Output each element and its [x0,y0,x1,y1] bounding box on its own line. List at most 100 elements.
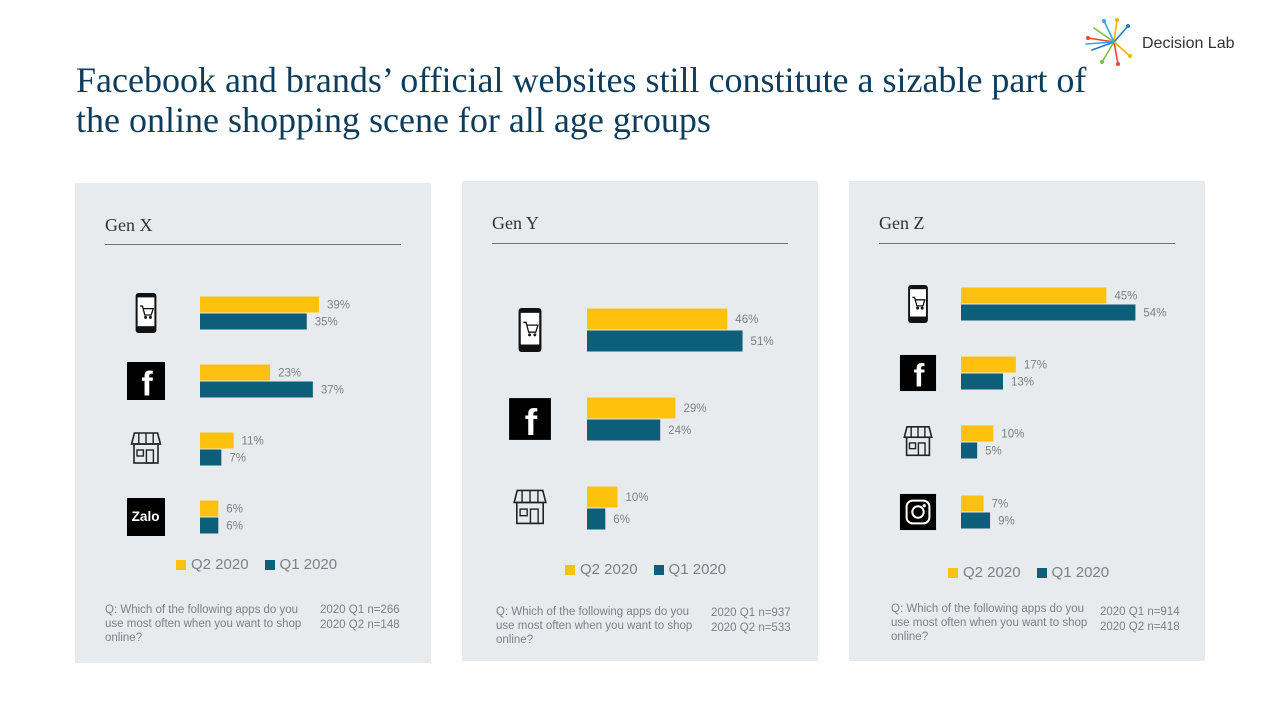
bar-q2-facebook [961,356,1016,373]
bar-q1-brand-official-website [961,442,978,459]
legend-label-q1: Q1 2020 [1051,564,1110,581]
zalo-icon: Zalo [127,498,165,536]
data-label-q1-mobile-shopping-app: 51% [751,336,774,348]
mobile-shopping-app-icon [135,293,157,333]
legend-swatch-q2 [948,567,958,578]
facebook-icon: f [509,398,551,443]
svg-text:f: f [525,401,538,443]
bar-q2-mobile-shopping-app [200,296,319,313]
facebook-icon: f [899,354,937,394]
legend-swatch-q1 [264,559,275,570]
legend: Q2 2020 Q1 2020 [565,561,726,578]
data-label-q1-zalo: 6% [226,521,243,533]
bar-chart: 46% 51% f 29% 24% 10% 6% [509,308,774,530]
data-label-q1-facebook: 24% [668,425,691,437]
sample-size-note: 2020 Q1 n=266 2020 Q2 n=148 [320,603,400,633]
brand-official-website-icon [513,489,547,525]
legend-label-q1: Q1 2020 [279,556,338,573]
svg-text:f: f [141,365,153,403]
panel-title: Gen Y [492,213,539,233]
mobile-shopping-app-icon [908,285,928,323]
legend-item-q1: Q1 2020 [264,556,338,573]
data-label-q1-brand-official-website: 5% [985,446,1002,458]
data-label-q2-facebook: 29% [683,403,706,415]
panel-title: Gen Z [879,213,925,233]
question-footnote: Q: Which of the following apps do you us… [891,603,1088,643]
data-label-q1-brand-official-website: 6% [613,514,630,526]
bar-q1-facebook [961,373,1003,390]
gen-y-panel: Gen Y 46% 51% f 29% 24% 10% 6% [462,181,818,661]
data-label-q2-brand-official-website: 10% [1001,429,1024,441]
legend-swatch-q1 [653,564,664,575]
bar-q1-facebook [587,419,661,441]
legend-item-q1: Q1 2020 [1036,564,1110,581]
brand-official-website-icon [903,426,933,457]
legend-label-q2: Q2 2020 [580,561,638,578]
gen-z-panel: Gen Z 45% 54% f 17% 13% 10% 5% 7% 9% [849,181,1205,661]
bar-q2-zalo [200,500,219,517]
data-label-q2-facebook: 17% [1024,360,1047,372]
legend-label-q2: Q2 2020 [963,564,1021,581]
data-label-q2-mobile-shopping-app: 46% [735,314,758,326]
legend-swatch-q2 [565,564,575,575]
sample-size-q1: 2020 Q1 n=914 [1100,606,1180,618]
sample-size-q2: 2020 Q2 n=418 [1100,621,1180,633]
bar-q2-facebook [587,397,676,419]
legend: Q2 2020 Q1 2020 [176,556,337,573]
data-label-q2-facebook: 23% [278,368,301,380]
data-label-q1-facebook: 13% [1011,377,1034,389]
bar-q2-facebook [200,364,271,381]
sample-size-note: 2020 Q1 n=937 2020 Q2 n=533 [711,606,791,636]
bar-chart: 39% 35% f 23% 37% 11% 7% Zalo 6% 6% [127,293,350,536]
instagram-icon [899,493,937,531]
question-footnote: Q: Which of the following apps do you us… [105,604,302,644]
sample-size-q1: 2020 Q1 n=266 [320,604,400,616]
bar-q1-instagram [961,512,991,529]
question-footnote: Q: Which of the following apps do you us… [496,606,693,646]
sample-size-q2: 2020 Q2 n=533 [711,622,791,634]
bar-q2-brand-official-website [200,432,234,449]
data-label-q1-brand-official-website: 7% [229,453,246,465]
bar-q1-mobile-shopping-app [587,330,743,352]
svg-text:f: f [914,358,925,394]
panel-divider [105,244,401,245]
decision-lab-logo-icon [1085,18,1132,66]
bar-q2-brand-official-website [961,425,994,442]
data-label-q1-instagram: 9% [998,516,1015,528]
svg-text:Zalo: Zalo [132,509,160,524]
data-label-q2-brand-official-website: 10% [626,492,649,504]
data-label-q1-facebook: 37% [321,385,344,397]
data-label-q1-mobile-shopping-app: 35% [315,317,338,329]
sample-size-q2: 2020 Q2 n=148 [320,619,400,631]
bar-q1-brand-official-website [200,449,222,466]
legend-item-q1: Q1 2020 [653,561,726,578]
page-title: Facebook and brands’ official websites s… [76,60,1087,140]
facebook-icon: f [127,362,165,403]
mobile-shopping-app-icon [518,308,542,352]
bar-q1-facebook [200,381,313,398]
data-label-q2-instagram: 7% [992,499,1009,511]
bar-q2-instagram [961,495,984,512]
bar-chart: 45% 54% f 17% 13% 10% 5% 7% 9% [899,285,1166,531]
bar-q1-zalo [200,517,219,534]
data-label-q2-mobile-shopping-app: 39% [327,300,350,312]
legend-swatch-q1 [1036,567,1047,578]
legend-label-q2: Q2 2020 [191,556,249,573]
logo-text: Decision Lab [1142,35,1235,52]
legend-item-q2: Q2 2020 [176,556,249,573]
panel-divider [492,243,788,244]
bar-q1-brand-official-website [587,508,606,530]
data-label-q2-zalo: 6% [226,504,243,516]
bar-q2-brand-official-website [587,486,618,508]
bar-q1-mobile-shopping-app [961,304,1136,321]
panel-title: Gen X [105,215,153,235]
bar-q2-mobile-shopping-app [961,287,1107,304]
legend: Q2 2020 Q1 2020 [948,564,1109,581]
legend-item-q2: Q2 2020 [948,564,1021,581]
bar-q2-mobile-shopping-app [587,308,728,330]
panel-divider [879,243,1175,244]
sample-size-q1: 2020 Q1 n=937 [711,607,791,619]
legend-swatch-q2 [176,559,186,570]
data-label-q2-brand-official-website: 11% [242,436,264,448]
bar-q1-mobile-shopping-app [200,313,307,330]
